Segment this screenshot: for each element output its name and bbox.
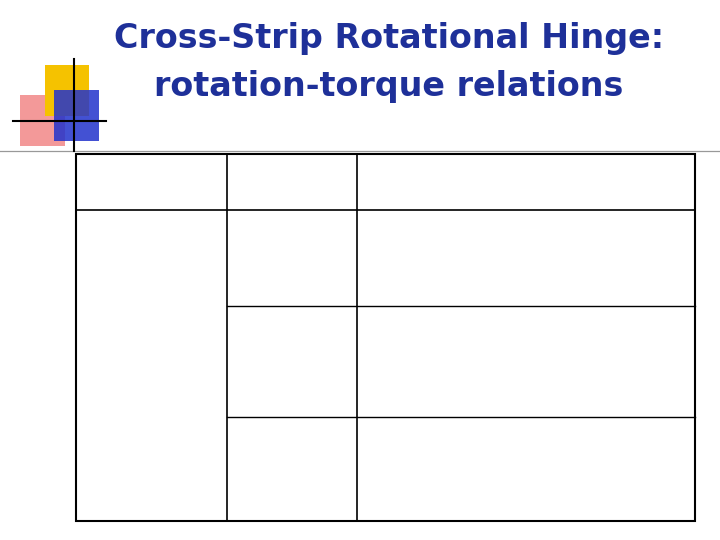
Text: rotation-torque relations: rotation-torque relations	[154, 70, 624, 103]
Bar	[54, 90, 99, 141]
Text: Relation: Relation	[81, 176, 137, 188]
Text: Moment and
Flexure
Rotation: Moment and Flexure Rotation	[81, 340, 166, 391]
Text: Cross-Strip Rotational Hinge:: Cross-Strip Rotational Hinge:	[114, 22, 664, 55]
Text: $M = \dfrac{EI\theta}{L}$: $M = \dfrac{EI\theta}{L}$	[364, 243, 417, 273]
Text: 0: 0	[233, 252, 241, 265]
Text: Compressive: Compressive	[233, 355, 319, 368]
Text: $M = \dfrac{EI\lambda\theta}{2}\left[\coth\!\left(\dfrac{L\lambda}{2}\right) - \: $M = \dfrac{EI\lambda\theta}{2}\left[\co…	[364, 454, 536, 484]
Bar	[20, 94, 65, 146]
Text: Tensile: Tensile	[233, 463, 280, 476]
Text: $M = \dfrac{EI\lambda\theta}{2}\left[\dfrac{L\lambda}{2} + \cot\!\left(\dfrac{L\: $M = \dfrac{EI\lambda\theta}{2}\left[\df…	[364, 347, 527, 376]
Text: The Relation: The Relation	[363, 176, 448, 188]
Bar	[45, 65, 89, 116]
Bar	[76, 154, 695, 521]
Text: Axial Preload: Axial Preload	[233, 176, 323, 188]
